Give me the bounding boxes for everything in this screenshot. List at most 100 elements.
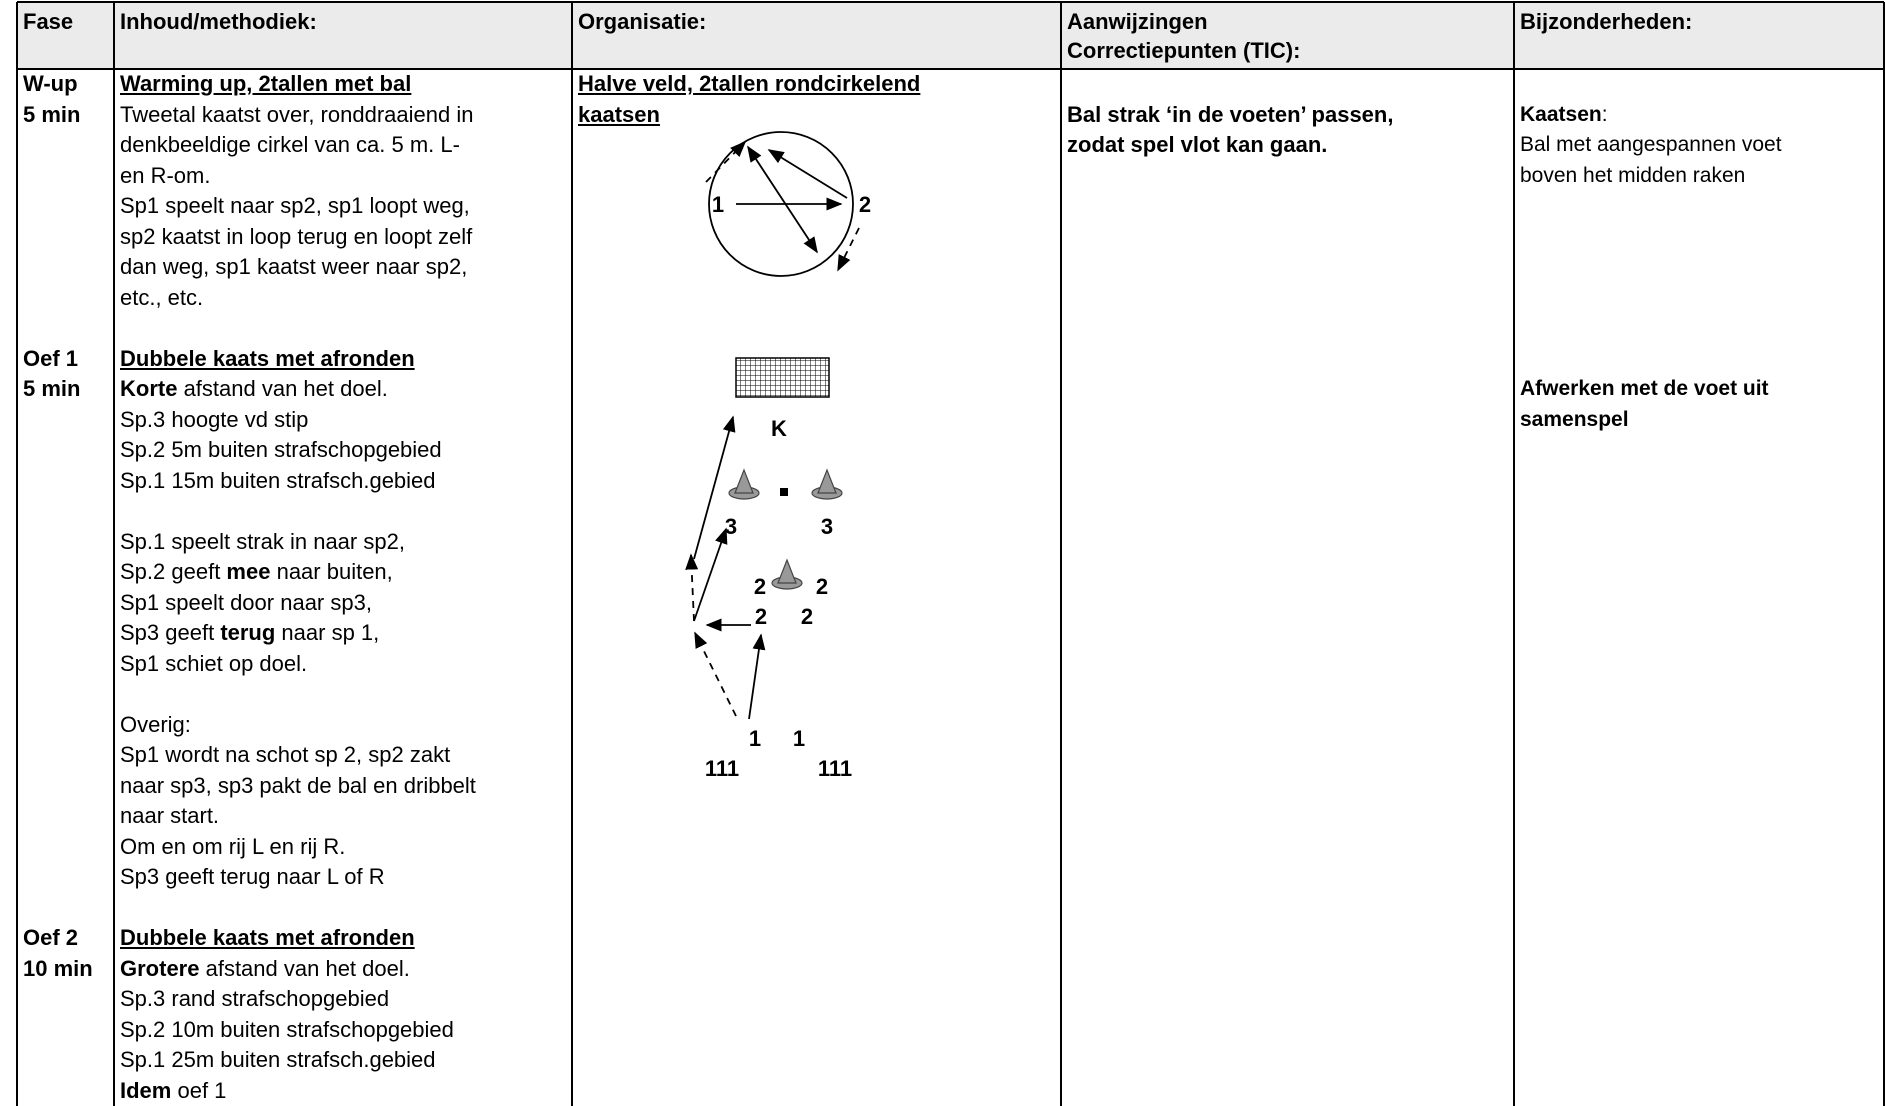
text-line: Overig: [120, 710, 572, 741]
table-section: Oef 1 5 min Dubbele kaats met afronden Kort… [17, 344, 1884, 924]
text-line: Oef 1 [23, 344, 114, 375]
header-cell: Aanwijzingen Correctiepunten (TIC): [1061, 2, 1514, 69]
text-run: zodat spel vlot kan gaan. [1067, 132, 1328, 157]
header-cell: Fase [17, 2, 114, 69]
text-line: denkbeeldige cirkel van ca. 5 m. L- [120, 130, 572, 161]
text-run: Dubbele kaats met afronden [120, 925, 415, 950]
text-run: Sp.3 rand strafschopgebied [120, 986, 390, 1011]
text-line: Sp1 speelt door naar sp3, [120, 588, 572, 619]
cell-inhoud: Dubbele kaats met afronden Korte afstand … [114, 344, 572, 893]
text-line: Correctiepunten (TIC): [1067, 36, 1514, 65]
text-line: Grotere afstand van het doel. [120, 954, 572, 985]
text-run: afstand van het doel. [177, 376, 388, 401]
text-line: Sp3 geeft terug naar sp 1, [120, 618, 572, 649]
text-line: W-up [23, 69, 114, 100]
table-section: W-up 5 min Warming up, 2tallen met bal Twee… [17, 69, 1884, 344]
diagram-label: 111 [818, 756, 852, 781]
text-line: naar sp3, sp3 pakt de bal en dribbelt [120, 771, 572, 802]
text-line: Sp.2 geeft mee naar buiten, [120, 557, 572, 588]
diagram-label: 2 [801, 604, 813, 629]
paragraph: Overig: Sp1 wordt na schot sp 2, sp2 zakt… [120, 710, 572, 893]
text-run: Sp.2 5m buiten strafschopgebied [120, 437, 442, 462]
diagram-label: 2 [816, 574, 828, 599]
text-line: 10 min [23, 954, 114, 985]
text-run: etc., etc. [120, 284, 204, 310]
text-run: Sp1 speelt door naar sp3, [120, 589, 372, 615]
text-run: Correctiepunten (TIC): [1067, 38, 1301, 63]
text-run: Sp.2 10m buiten strafschopgebied [120, 1016, 454, 1042]
paragraph: Dubbele kaats met afronden Grotere afstan… [120, 923, 572, 1106]
text-run: Halve veld, 2tallen rondcirkelend [578, 71, 921, 96]
cell-inhoud: Warming up, 2tallen met bal Tweetal kaats… [114, 69, 572, 313]
text-line: zodat spel vlot kan gaan. [1067, 130, 1514, 161]
text-line: Aanwijzingen [1067, 7, 1514, 36]
text-line: Sp3 geeft terug naar L of R [120, 862, 572, 893]
text-line: Bal strak ‘in de voeten’ passen, [1067, 100, 1514, 131]
text-run: W-up [23, 71, 78, 96]
text-run: Organisatie: [578, 9, 707, 34]
text-run: Grotere [120, 955, 200, 981]
text-run: 5 min [23, 376, 81, 401]
text-run: Oef 1 [23, 345, 79, 371]
text-run: terug [220, 620, 276, 645]
text-line: Oef 2 [23, 923, 114, 954]
text-line: Tweetal kaatst over, ronddraaiend in [120, 100, 572, 131]
text-line: kaatsen [578, 100, 1061, 131]
text-run: kaatsen [578, 101, 660, 127]
text-line: 5 min [23, 374, 114, 405]
cell-fase: Oef 2 10 min [17, 923, 114, 1106]
text-line: Afwerken met de voet uit [1520, 374, 1884, 405]
text-line: Inhoud/methodiek: [120, 7, 572, 36]
text-line: sp2 kaatst in loop terug en loopt zelf [120, 222, 572, 253]
cell-inhoud: Dubbele kaats met afronden Grotere afstan… [114, 923, 572, 1106]
paragraph: Kaatsen: Bal met aangespannen voet boven h… [1520, 100, 1884, 192]
text-line: Sp.3 hoogte vd stip [120, 405, 572, 436]
diagram-label: 2 [754, 574, 766, 599]
diagram-label: 1 [793, 726, 805, 751]
text-run: afstand van het doel. [199, 955, 410, 981]
cell-aanwijzingen: Bal strak ‘in de voeten’ passen, zodat sp… [1061, 69, 1514, 313]
paragraph: Sp.1 speelt strak in naar sp2, Sp.2 geeft… [120, 527, 572, 680]
text-line: Kaatsen: [1520, 100, 1884, 131]
text-line: Sp.1 15m buiten strafsch.gebied [120, 466, 572, 497]
diagram-label: 1 [712, 192, 724, 217]
text-run: Tweetal kaatst over, ronddraaiend in [120, 101, 474, 127]
text-run: samenspel [1520, 407, 1629, 431]
text-line: Sp1 speelt naar sp2, sp1 loopt weg, [120, 191, 572, 222]
diagram-label: 111 [705, 756, 739, 781]
text-line: boven het midden raken [1520, 161, 1884, 192]
diagram-label: K [771, 416, 787, 441]
text-line: 5 min [23, 100, 114, 131]
text-run: Sp3 geeft [120, 620, 221, 645]
text-run: Kaatsen [1520, 102, 1602, 126]
cell-bijzonderheden: Kaatsen: Bal met aangespannen voet boven h… [1514, 69, 1884, 313]
cell-fase: W-up 5 min [17, 69, 114, 313]
text-line: dan weg, sp1 kaatst weer naar sp2, [120, 252, 572, 283]
text-line: Sp.2 5m buiten strafschopgebied [120, 435, 572, 466]
text-line: Korte afstand van het doel. [120, 374, 572, 405]
diagram-label: 3 [821, 514, 833, 539]
diagram-label: 1 [749, 726, 761, 751]
text-run: Korte [120, 376, 178, 401]
text-line: Bijzonderheden: [1520, 7, 1884, 36]
text-line: Fase [23, 7, 114, 36]
text-line: Sp1 schiet op doel. [120, 649, 572, 680]
cell-organisatie: Halve veld, 2tallen rondcirkelend kaatsen [572, 69, 1061, 313]
text-run: naar sp 1, [275, 620, 380, 645]
header-cell: Organisatie: [572, 2, 1061, 69]
text-line: Sp1 wordt na schot sp 2, sp2 zakt [120, 740, 572, 771]
text-line: Halve veld, 2tallen rondcirkelend [578, 69, 1061, 100]
text-line: Bal met aangespannen voet [1520, 130, 1884, 161]
text-line: etc., etc. [120, 283, 572, 314]
text-run: oef 1 [171, 1077, 227, 1103]
text-run: Sp.2 geeft [120, 559, 227, 584]
text-run: naar sp3, sp3 pakt de bal en dribbelt [120, 772, 476, 798]
cell-fase: Oef 1 5 min [17, 344, 114, 893]
paragraph: Bal strak ‘in de voeten’ passen, zodat sp… [1067, 100, 1514, 161]
text-run: 10 min [23, 955, 93, 981]
text-line: naar start. [120, 801, 572, 832]
text-run: Sp.1 15m buiten strafsch.gebied [120, 467, 436, 493]
paragraph: Afwerken met de voet uit samenspel [1520, 374, 1884, 435]
